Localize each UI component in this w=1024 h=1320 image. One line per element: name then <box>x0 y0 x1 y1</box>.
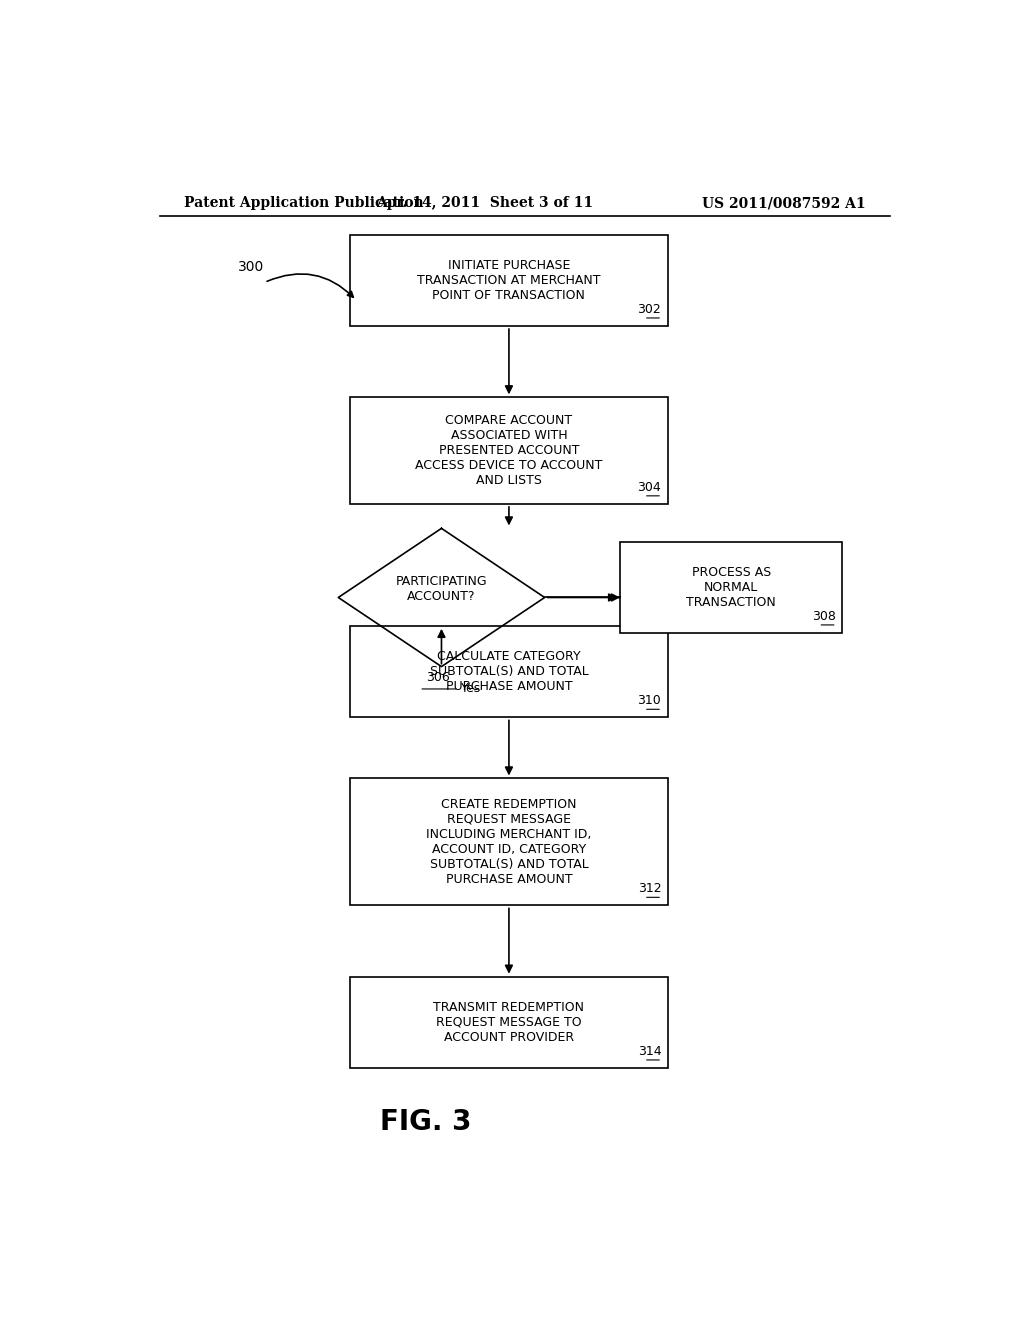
Text: COMPARE ACCOUNT
ASSOCIATED WITH
PRESENTED ACCOUNT
ACCESS DEVICE TO ACCOUNT
AND L: COMPARE ACCOUNT ASSOCIATED WITH PRESENTE… <box>416 414 602 487</box>
Text: 310: 310 <box>638 694 662 708</box>
FancyBboxPatch shape <box>620 541 842 634</box>
Text: 302: 302 <box>638 304 662 315</box>
FancyBboxPatch shape <box>350 977 668 1068</box>
FancyBboxPatch shape <box>350 397 668 504</box>
Text: 300: 300 <box>238 260 264 275</box>
Text: 306: 306 <box>426 671 450 684</box>
Text: FIG. 3: FIG. 3 <box>380 1107 471 1137</box>
Text: 314: 314 <box>638 1045 662 1057</box>
Text: CREATE REDEMPTION
REQUEST MESSAGE
INCLUDING MERCHANT ID,
ACCOUNT ID, CATEGORY
SU: CREATE REDEMPTION REQUEST MESSAGE INCLUD… <box>426 797 592 886</box>
Text: Patent Application Publication: Patent Application Publication <box>183 197 423 210</box>
FancyBboxPatch shape <box>350 626 668 718</box>
Text: CALCULATE CATEGORY
SUBTOTAL(S) AND TOTAL
PURCHASE AMOUNT: CALCULATE CATEGORY SUBTOTAL(S) AND TOTAL… <box>429 651 589 693</box>
Text: 308: 308 <box>812 610 836 623</box>
Text: PARTICIPATING
ACCOUNT?: PARTICIPATING ACCOUNT? <box>395 576 487 603</box>
Text: 312: 312 <box>638 882 662 895</box>
Text: US 2011/0087592 A1: US 2011/0087592 A1 <box>702 197 866 210</box>
FancyBboxPatch shape <box>350 779 668 906</box>
FancyBboxPatch shape <box>350 235 668 326</box>
Text: Yes: Yes <box>462 682 481 696</box>
Text: TRANSMIT REDEMPTION
REQUEST MESSAGE TO
ACCOUNT PROVIDER: TRANSMIT REDEMPTION REQUEST MESSAGE TO A… <box>433 1001 585 1044</box>
Text: INITIATE PURCHASE
TRANSACTION AT MERCHANT
POINT OF TRANSACTION: INITIATE PURCHASE TRANSACTION AT MERCHAN… <box>417 259 601 302</box>
Text: PROCESS AS
NORMAL
TRANSACTION: PROCESS AS NORMAL TRANSACTION <box>686 566 776 609</box>
Text: 304: 304 <box>638 480 662 494</box>
Text: Apr. 14, 2011  Sheet 3 of 11: Apr. 14, 2011 Sheet 3 of 11 <box>377 197 594 210</box>
